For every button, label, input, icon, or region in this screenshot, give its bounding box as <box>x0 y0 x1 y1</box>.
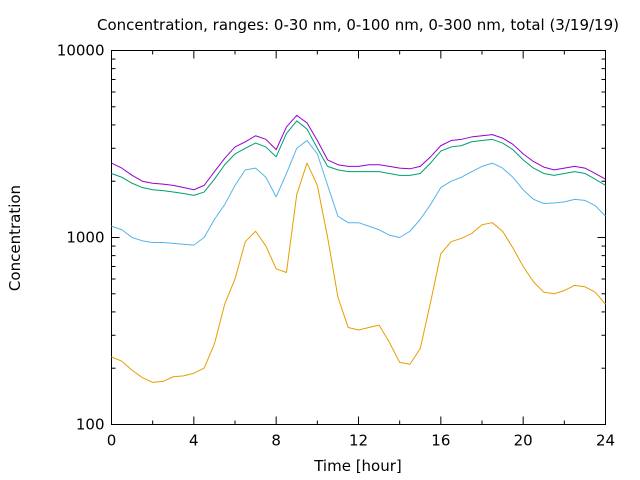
x-tick-label: 4 <box>189 432 199 450</box>
y-tick-label: 1000 <box>66 229 104 247</box>
x-tick-label: 8 <box>271 432 281 450</box>
axis-ticks <box>111 50 606 425</box>
x-tick-label: 20 <box>514 432 533 450</box>
series-line-4 <box>111 114 606 191</box>
x-tick-label: 0 <box>107 432 117 450</box>
tick-labels: 0 4 8 12 16 20 24 100 1000 10000 <box>57 42 615 450</box>
y-tick-label: 100 <box>76 416 105 434</box>
x-tick-label: 24 <box>596 432 615 450</box>
series-line-2 <box>111 140 606 246</box>
chart-title: Concentration, ranges: 0-30 nm, 0-100 nm… <box>97 16 619 34</box>
y-axis-label: Concentration <box>6 185 24 291</box>
x-tick-label: 12 <box>349 432 368 450</box>
series-group <box>111 114 606 383</box>
series-line-3 <box>111 120 606 196</box>
plot-frame <box>111 50 606 425</box>
series-line-1 <box>111 162 606 383</box>
y-tick-label: 10000 <box>57 42 105 60</box>
x-axis-label: Time [hour] <box>313 457 402 475</box>
x-tick-label: 16 <box>431 432 450 450</box>
